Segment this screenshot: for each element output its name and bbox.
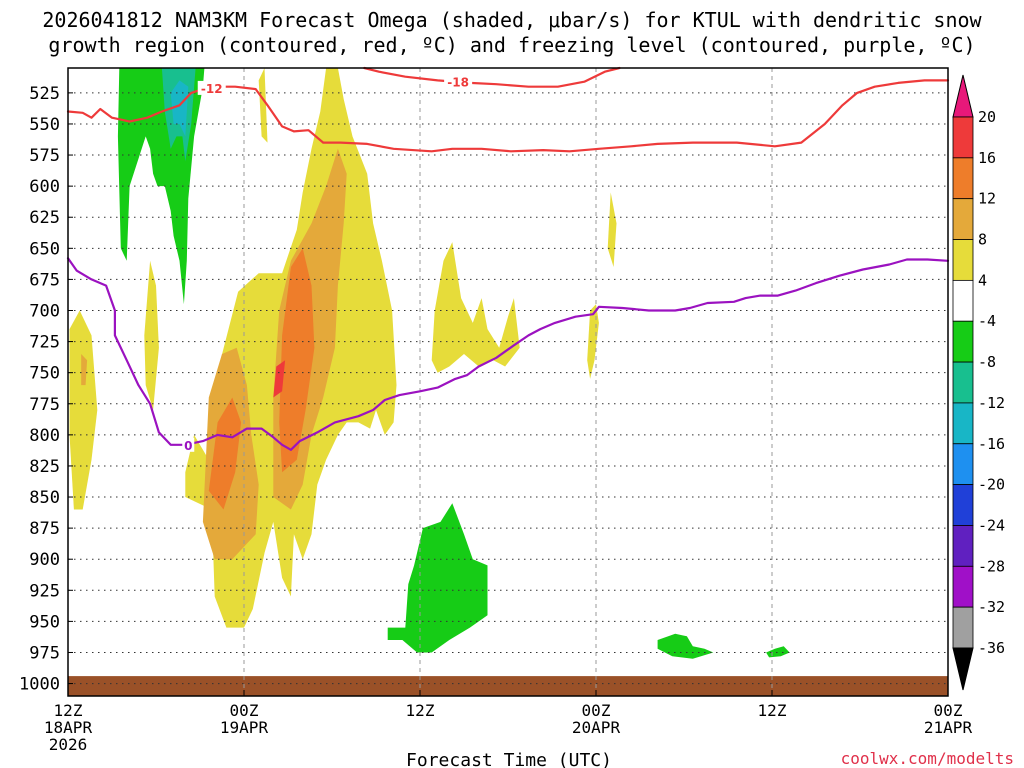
- x-tick-label-12-1: 19APR: [220, 718, 269, 737]
- colorbar-label--16: -16: [978, 435, 1005, 453]
- x-tick-label-60-0: 00Z: [934, 701, 963, 720]
- colorbar-bin-10: [952, 484, 974, 526]
- colorbar-bin-5: [952, 279, 974, 322]
- contour-label-0: 0: [184, 439, 192, 453]
- colorbar-label-16: 16: [978, 149, 996, 167]
- x-tick-label-36-1: 20APR: [572, 718, 621, 737]
- omega-region-10: [208, 397, 242, 510]
- contour-label--12: -12: [201, 82, 223, 96]
- omega-region-5: [587, 304, 599, 379]
- colorbar-bin-11: [952, 525, 974, 567]
- ground-layer: [68, 676, 948, 696]
- y-tick-label-650: 650: [29, 239, 60, 259]
- ground-layer-group: [68, 676, 948, 696]
- colorbar: 20 16 12 8 4 -4 -8 -12 -16 -20 -24 -28 -32 -36: [952, 74, 1005, 691]
- x-tick-label-36-0: 00Z: [582, 701, 611, 720]
- contour-label-bg--18: [444, 74, 473, 89]
- y-tick-label-850: 850: [29, 488, 60, 508]
- x-tick-label-0-0: 12Z: [54, 701, 83, 720]
- colorbar-bin-0: [952, 74, 974, 118]
- y-tick-label-900: 900: [29, 550, 60, 570]
- colorbar-bin-6: [952, 320, 974, 363]
- colorbar-bin-3: [952, 198, 974, 240]
- omega-shading: [69, 68, 790, 659]
- y-tick-label-1000: 1000: [19, 675, 60, 695]
- colorbar-label-20: 20: [978, 108, 996, 126]
- y-tick-label-700: 700: [29, 301, 60, 321]
- colorbar-bin-7: [952, 361, 974, 404]
- omega-region-3: [258, 68, 268, 143]
- colorbar-label--32: -32: [978, 598, 1005, 616]
- x-tick-label-48-0: 12Z: [758, 701, 787, 720]
- chart-title-line2: growth region (contoured, red, ºC) and f…: [48, 33, 975, 57]
- y-tick-label-725: 725: [29, 333, 60, 353]
- omega-region-9: [81, 354, 88, 386]
- contour-label--18: -18: [447, 76, 469, 90]
- colorbar-bin-2: [952, 157, 974, 200]
- y-tick-label-925: 925: [29, 581, 60, 601]
- contour--12: [66, 79, 950, 153]
- colorbar-label-8: 8: [978, 231, 987, 249]
- y-tick-label-575: 575: [29, 146, 60, 166]
- colorbar-label-12: 12: [978, 190, 996, 208]
- colorbar-bin-1: [952, 116, 974, 159]
- colorbar-bin-12: [952, 565, 974, 608]
- contour-label-bg--12: [197, 80, 226, 95]
- omega-region-2: [69, 310, 98, 510]
- chart-title-line1: 2026041812 NAM3KM Forecast Omega (shaded…: [42, 8, 982, 32]
- y-axis: 525 550 575 600 625 650 675 700 725 750 775 800 825 8…: [19, 84, 73, 695]
- x-tick-label-24-0: 12Z: [406, 701, 435, 720]
- colorbar-bin-13: [952, 606, 974, 649]
- colorbar-label--20: -20: [978, 476, 1005, 494]
- credit-text: coolwx.com/modelts: [841, 749, 1014, 768]
- colorbar-label--12: -12: [978, 394, 1005, 412]
- colorbar-label--4: -4: [978, 312, 996, 330]
- y-tick-label-550: 550: [29, 115, 60, 135]
- contour-0: [66, 257, 950, 451]
- omega-region-18: [170, 80, 189, 137]
- colorbar-bin-14: [952, 647, 974, 691]
- y-tick-label-800: 800: [29, 426, 60, 446]
- omega-region-12: [273, 360, 286, 398]
- x-tick-label-12-0: 00Z: [230, 701, 259, 720]
- y-tick-label-525: 525: [29, 84, 60, 104]
- omega-region-4: [431, 242, 520, 373]
- y-tick-label-975: 975: [29, 643, 60, 663]
- grid-lines: [68, 68, 948, 696]
- y-tick-label-875: 875: [29, 519, 60, 539]
- colorbar-label--36: -36: [978, 639, 1005, 657]
- omega-region-11: [279, 248, 315, 473]
- colorbar-label--28: -28: [978, 557, 1005, 575]
- colorbar-label-4: 4: [978, 271, 987, 289]
- omega-region-1: [144, 260, 159, 410]
- y-tick-label-625: 625: [29, 208, 60, 228]
- colorbar-label--8: -8: [978, 353, 996, 371]
- x-axis-title: Forecast Time (UTC): [406, 750, 612, 768]
- y-tick-label-600: 600: [29, 177, 60, 197]
- colorbar-bin-4: [952, 239, 974, 281]
- x-tick-label-60-1: 21APR: [924, 718, 973, 737]
- contour--18: [363, 66, 621, 88]
- x-tick-label-0-1: 18APR: [44, 718, 93, 737]
- y-tick-label-675: 675: [29, 270, 60, 290]
- y-tick-label-825: 825: [29, 457, 60, 477]
- x-tick-label-0-2: 2026: [49, 735, 88, 754]
- colorbar-label--24: -24: [978, 516, 1005, 534]
- y-tick-label-775: 775: [29, 395, 60, 415]
- omega-region-14: [387, 503, 488, 653]
- y-tick-label-750: 750: [29, 364, 60, 384]
- contour-label-bg-0: [182, 437, 195, 452]
- plot-background: [68, 68, 948, 696]
- colorbar-bin-8: [952, 402, 974, 445]
- y-tick-label-950: 950: [29, 612, 60, 632]
- colorbar-bin-9: [952, 443, 974, 486]
- plot-frame: [67, 67, 949, 697]
- contour-lines: -12 -18 0: [66, 66, 950, 453]
